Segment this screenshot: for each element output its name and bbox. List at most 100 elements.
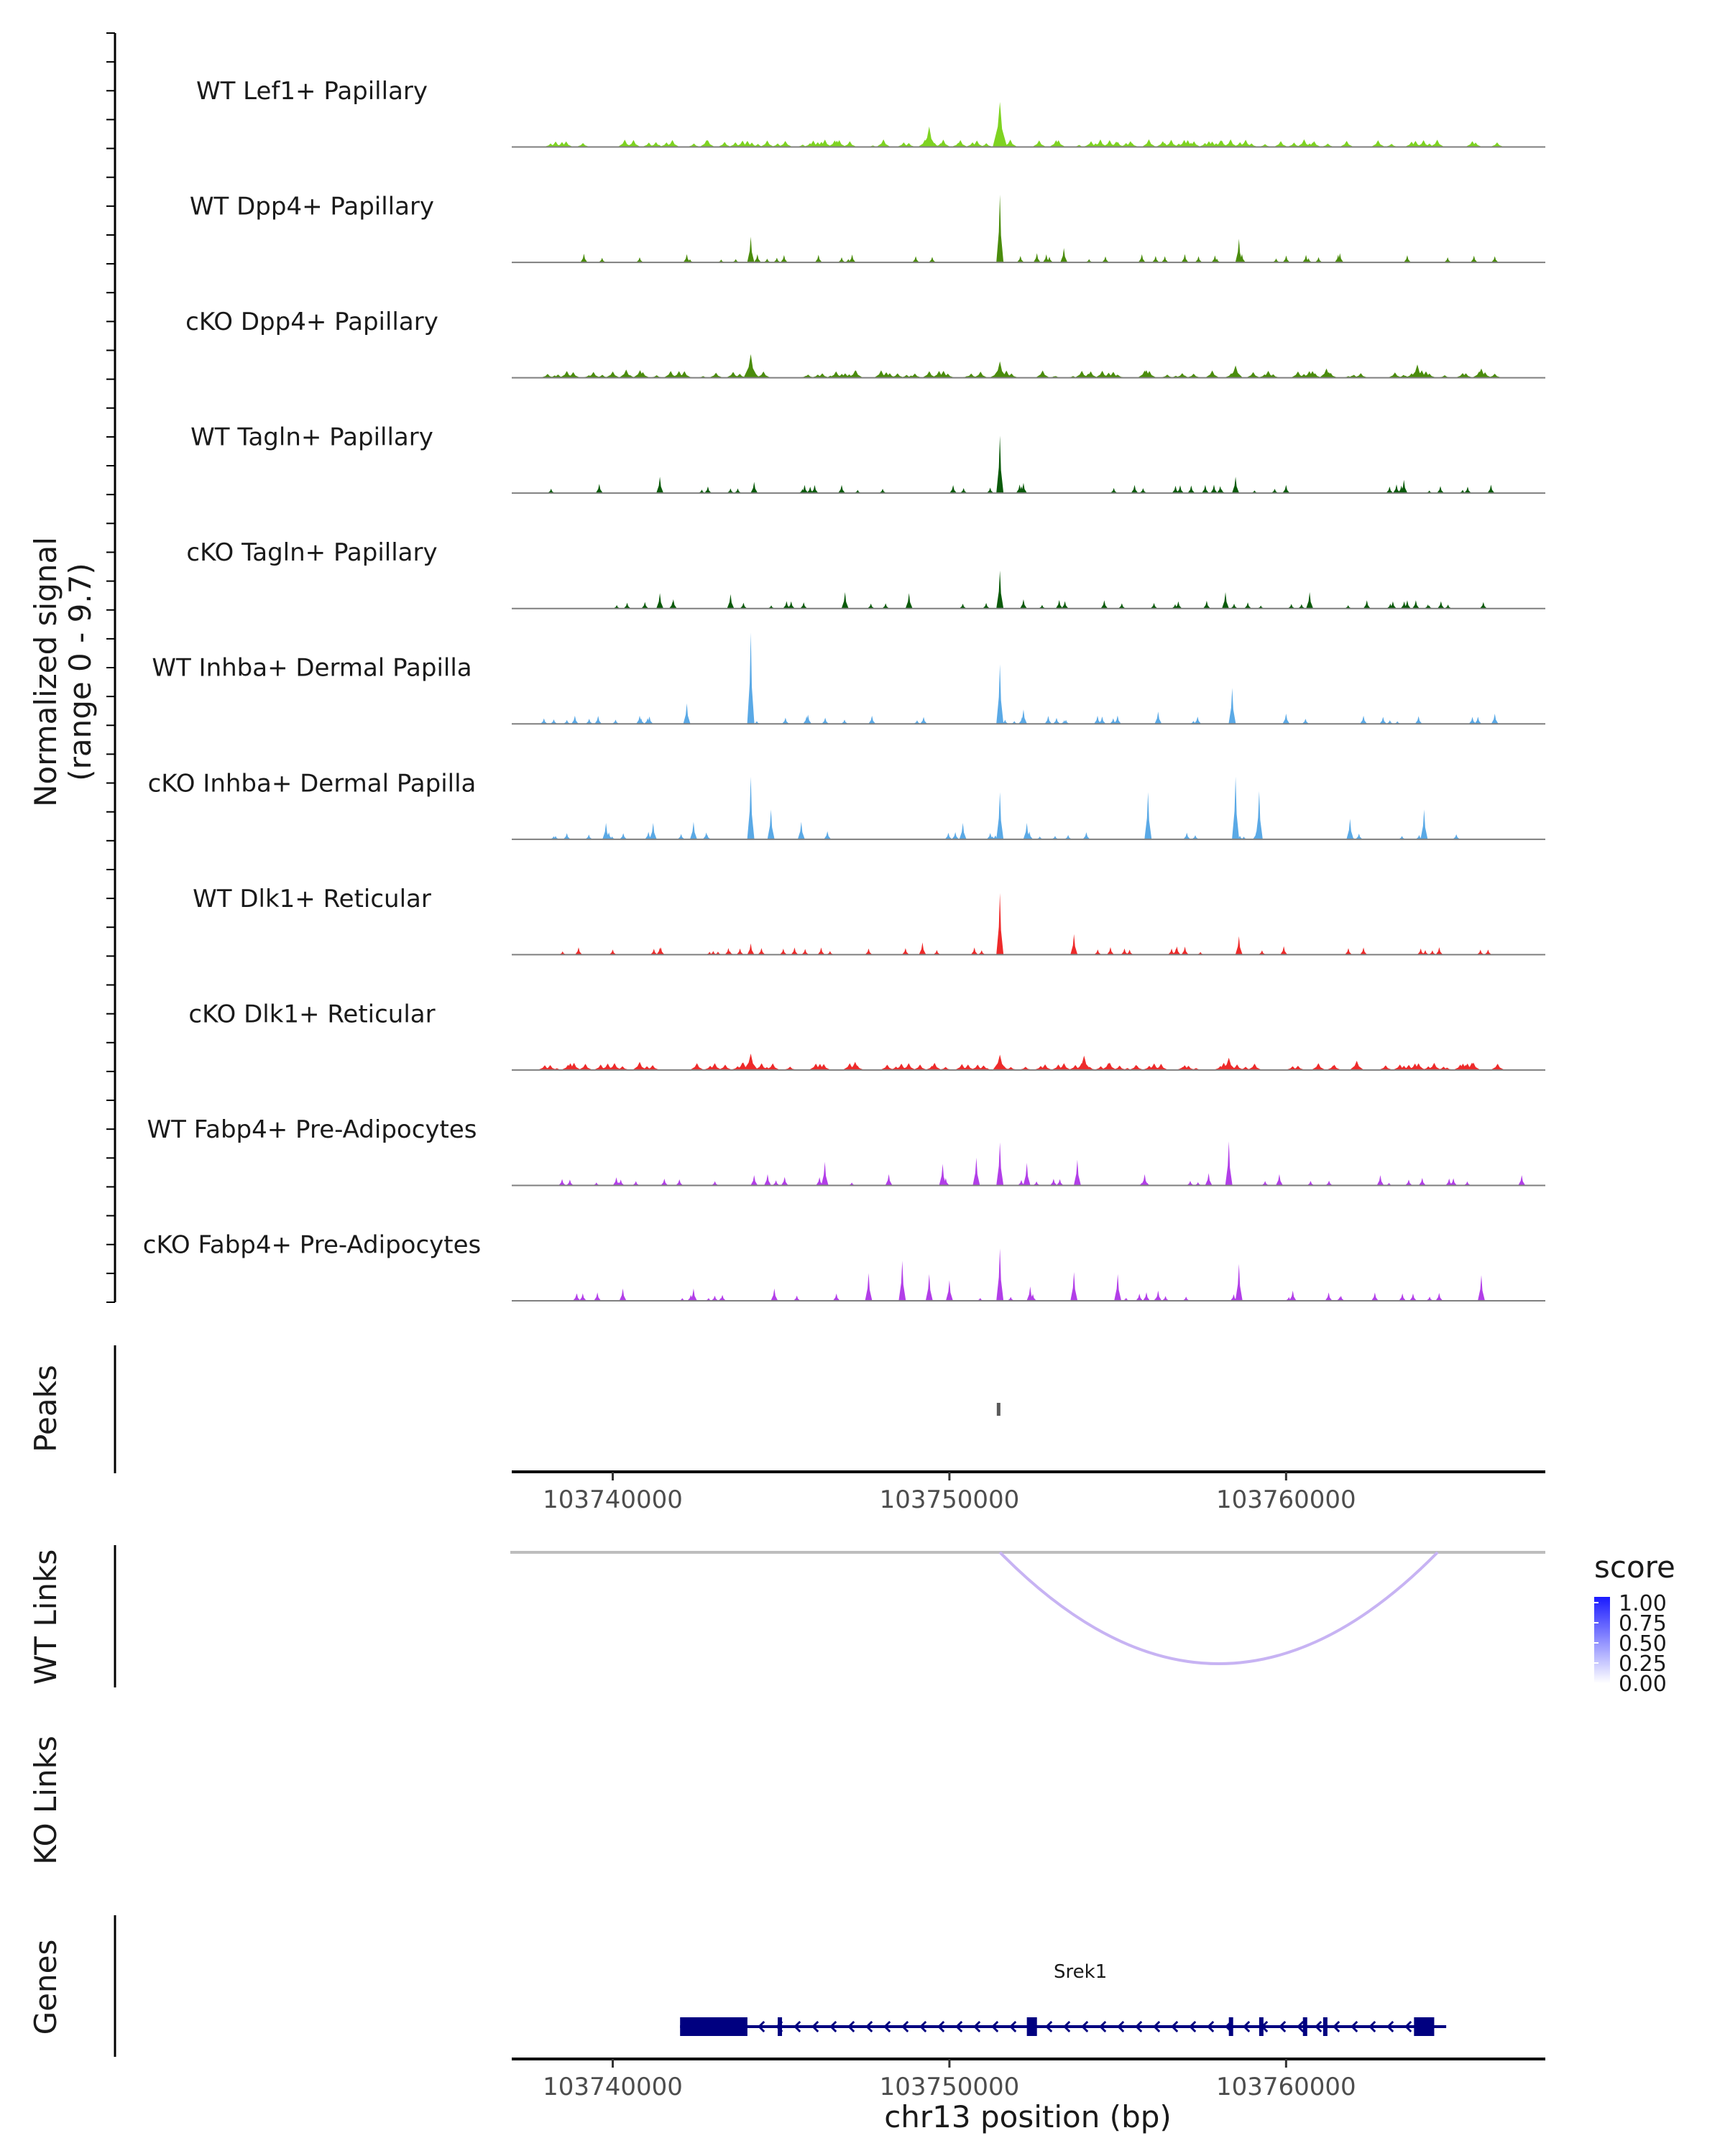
coverage-noise — [1004, 373, 1019, 378]
coverage-noise — [1459, 489, 1467, 494]
coverage-noise — [780, 254, 788, 263]
coverage-peak — [1232, 776, 1240, 839]
coverage-noise — [563, 833, 571, 839]
coverage-peak — [1319, 368, 1334, 378]
coverage-noise — [1085, 259, 1093, 263]
coverage-peak — [821, 1161, 829, 1186]
coverage-noise — [1056, 1179, 1064, 1186]
coverage-peak — [1019, 599, 1027, 609]
coverage-noise — [842, 141, 857, 147]
coverage-track: WT Inhba+ Dermal Papilla — [152, 632, 1545, 725]
coverage-peak — [925, 1273, 933, 1301]
coverage-noise — [901, 142, 916, 147]
coverage-noise — [1257, 605, 1265, 609]
coverage-track: WT Dpp4+ Papillary — [190, 193, 1545, 264]
strand-chevron — [1081, 2020, 1089, 2033]
coverage-peak — [996, 570, 1004, 609]
coverage-peak — [996, 1142, 1004, 1186]
coverage-noise — [617, 139, 632, 147]
coverage-noise — [1327, 1064, 1342, 1070]
coverage-peak — [689, 1288, 697, 1301]
coverage-noise — [845, 259, 852, 263]
coverage-noise — [921, 371, 937, 378]
coverage-peak — [959, 822, 967, 839]
coverage-noise — [734, 488, 742, 494]
strand-chevron — [1404, 2020, 1412, 2033]
strand-chevron — [758, 2020, 765, 2033]
coverage-noise — [1182, 1296, 1190, 1301]
coverage-noise — [563, 719, 571, 724]
coverage-noise — [572, 1295, 580, 1301]
coverage-peak — [1474, 717, 1482, 724]
coverage-noise — [698, 489, 706, 494]
coverage-y-axis — [106, 32, 116, 1303]
coverage-noise — [612, 719, 620, 724]
coverage-peak — [1073, 1159, 1081, 1186]
coverage-noise — [1387, 372, 1402, 378]
coverage-noise — [578, 1064, 593, 1070]
coverage-noise — [1416, 139, 1431, 147]
coverage-peak — [656, 476, 664, 494]
coverage-noise — [1297, 604, 1305, 609]
coverage-noise — [832, 1293, 840, 1301]
coverage-noise — [559, 371, 574, 378]
coverage-noise — [811, 484, 819, 494]
x-tick-label: 103760000 — [1216, 2073, 1356, 2101]
strand-chevron — [865, 2020, 873, 2033]
coverage-track-label: WT Tagln+ Papillary — [190, 423, 433, 452]
coverage-noise — [848, 254, 856, 263]
gene-exon — [1322, 2017, 1328, 2036]
coverage-peak — [1161, 256, 1169, 263]
coverage-noise — [1031, 140, 1046, 147]
coverage-peak — [1154, 711, 1162, 724]
coverage-noise — [1162, 1296, 1169, 1301]
coverage-noise — [1450, 1178, 1458, 1186]
coverage-peak — [996, 1248, 1004, 1301]
coverage-noise — [1150, 603, 1158, 609]
coverage-peak — [1110, 142, 1126, 147]
coverage-noise — [558, 1179, 566, 1186]
coverage-noise — [1172, 948, 1180, 955]
coverage-track-label: cKO Fabp4+ Pre-Adipocytes — [143, 1230, 482, 1259]
coverage-noise — [727, 488, 735, 494]
coverage-noise — [759, 1067, 774, 1070]
coverage-noise — [1435, 1292, 1443, 1301]
coverage-noise — [566, 1062, 581, 1070]
coverage-noise — [933, 143, 948, 147]
coverage-noise — [772, 1180, 780, 1186]
coverage-noise — [543, 143, 558, 147]
coverage-track: cKO Dlk1+ Reticular — [188, 1000, 1545, 1071]
strand-chevron — [1189, 2020, 1197, 2033]
coverage-noise — [1404, 1179, 1412, 1186]
coverage-noise — [1177, 139, 1192, 147]
coverage-noise — [817, 947, 825, 955]
coverage-noise — [1258, 144, 1273, 147]
coverage-noise — [756, 371, 771, 378]
strand-chevron — [1368, 2020, 1376, 2033]
coverage-noise — [1445, 1178, 1453, 1186]
coverage-track-label: WT Dpp4+ Papillary — [190, 193, 434, 221]
coverage-noise — [1407, 1063, 1422, 1070]
coverage-noise — [1271, 489, 1279, 494]
coverage-noise — [620, 833, 627, 839]
coverage-noise — [1118, 603, 1126, 609]
x-tick-label: 103750000 — [880, 1485, 1020, 1514]
coverage-noise — [1230, 1294, 1238, 1301]
coverage-peak — [1023, 1163, 1031, 1186]
coverage-noise — [1426, 1296, 1434, 1301]
coverage-noise — [816, 1064, 832, 1070]
coverage-peak — [1282, 713, 1290, 724]
coverage-peak — [1491, 713, 1499, 724]
coverage-noise — [1122, 1297, 1130, 1301]
coverage-noise — [1038, 604, 1046, 609]
coverage-peak — [1306, 591, 1314, 609]
coverage-noise — [1055, 599, 1063, 609]
coverage-peak — [1444, 257, 1452, 263]
coverage-noise — [580, 254, 588, 263]
coverage-noise — [1106, 946, 1114, 955]
coverage-noise — [550, 836, 558, 839]
coverage-noise — [1397, 1066, 1412, 1070]
coverage-peak — [1023, 822, 1031, 839]
coverage-peak — [1427, 1062, 1442, 1070]
coverage-peak — [602, 822, 610, 839]
